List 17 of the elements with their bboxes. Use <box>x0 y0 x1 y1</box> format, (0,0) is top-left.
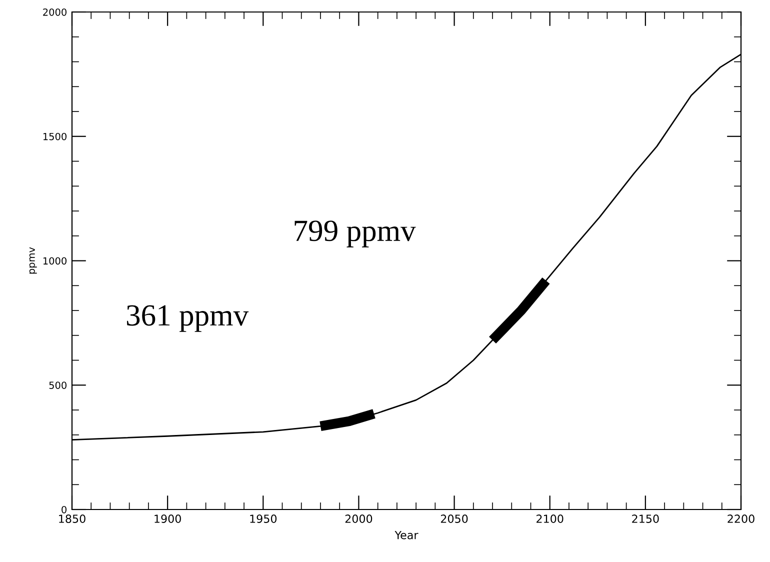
y-tick-label: 500 <box>49 382 66 389</box>
y-tick-label: 1000 <box>43 257 66 265</box>
x-tick-label: 2050 <box>440 514 468 523</box>
x-tick-label: 2200 <box>728 514 754 523</box>
y-tick-label: 0 <box>62 506 66 514</box>
y-tick-label: 2000 <box>43 8 66 16</box>
x-axis-title: Year <box>394 531 418 540</box>
annotation: 361 ppmv <box>126 305 249 332</box>
x-tick-label: 2150 <box>632 514 659 523</box>
y-axis-title: ppmv <box>29 247 37 274</box>
x-tick-label: 2100 <box>536 514 564 523</box>
x-tick-label: 1900 <box>154 514 181 523</box>
annotation: 799 ppmv <box>294 220 416 248</box>
x-tick-label: 1850 <box>59 514 86 523</box>
x-tick-label: 2000 <box>345 514 372 523</box>
x-tick-label: 1950 <box>250 514 277 523</box>
y-tick-label: 1500 <box>43 132 66 140</box>
